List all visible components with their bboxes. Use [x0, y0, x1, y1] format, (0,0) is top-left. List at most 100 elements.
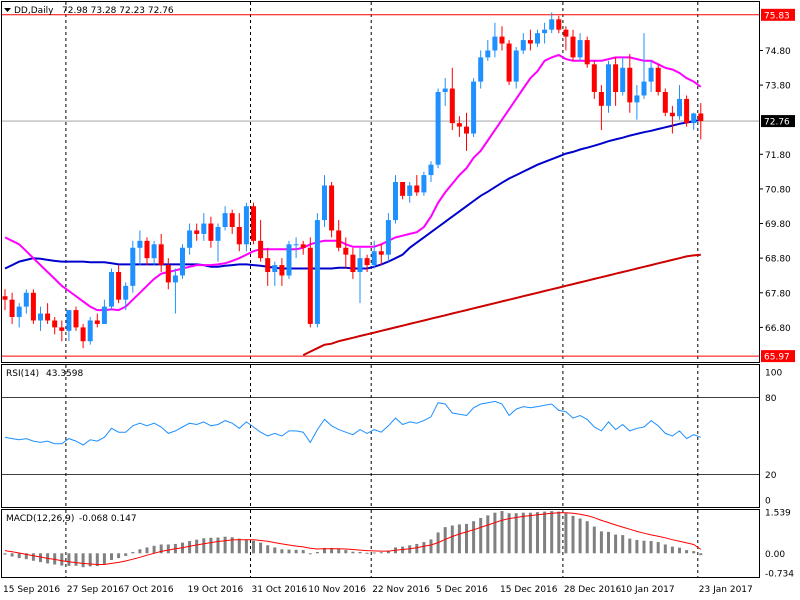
- candle-body: [620, 67, 626, 92]
- candle-body: [215, 227, 221, 241]
- macd-bar: [39, 553, 42, 563]
- candle-body: [66, 310, 72, 331]
- candle-body: [336, 230, 342, 248]
- macd-bar: [514, 513, 518, 554]
- candle-body: [513, 50, 519, 82]
- macd-bar: [223, 536, 227, 554]
- candle-body: [407, 185, 413, 196]
- candle-body: [187, 230, 193, 248]
- y-tick-label: 71.80: [765, 151, 791, 161]
- x-tick-label: 7 Oct 2016: [124, 585, 174, 595]
- candle-body: [684, 98, 690, 124]
- price-tag-label: 75.83: [764, 11, 790, 21]
- candle-body: [442, 88, 448, 92]
- macd-bar: [564, 513, 568, 554]
- price-tag-box: [761, 8, 795, 21]
- rsi-value: 43.3598: [46, 369, 83, 379]
- candle-body: [414, 185, 420, 193]
- candle-body: [194, 230, 200, 234]
- macd-bar: [443, 527, 447, 554]
- macd-bar: [479, 518, 483, 554]
- candle-body: [236, 227, 242, 245]
- macd-bar: [528, 512, 532, 554]
- macd-bar: [252, 540, 255, 554]
- rsi-tick-label: 0: [765, 497, 771, 507]
- candle-body: [329, 185, 335, 231]
- candle-body: [449, 88, 455, 124]
- macd-bar: [663, 544, 667, 554]
- x-tick-label: 23 Jan 2017: [699, 585, 753, 595]
- macd-bar: [571, 515, 575, 554]
- candle-body: [286, 244, 292, 276]
- macd-bar: [642, 540, 646, 554]
- candle-body: [655, 67, 661, 92]
- candle-body: [314, 220, 320, 324]
- macd-bar: [294, 549, 298, 554]
- candle-body: [378, 251, 384, 255]
- candle-body: [428, 164, 434, 176]
- y-tick-label: 67.80: [765, 289, 791, 299]
- macd-bar: [95, 553, 99, 567]
- candle-body: [45, 313, 51, 321]
- candle-body: [9, 299, 15, 317]
- candle-body: [222, 213, 228, 227]
- macd-bar: [237, 538, 241, 554]
- candle-body: [180, 247, 185, 276]
- macd-bar: [280, 549, 284, 554]
- price-panel-frame: [1, 1, 760, 363]
- macd-bar: [145, 547, 149, 554]
- macd-bar: [117, 553, 121, 559]
- rsi-line: [4, 400, 701, 446]
- macd-bar: [266, 545, 270, 554]
- macd-bar: [543, 511, 547, 554]
- x-tick-label: 22 Nov 2016: [372, 585, 430, 595]
- candle-body: [229, 213, 235, 227]
- candle-body: [613, 64, 619, 92]
- macd-tick-label: 0.00: [765, 550, 785, 560]
- macd-bar: [124, 553, 128, 556]
- candle-body: [492, 36, 498, 51]
- candle-body: [662, 92, 668, 113]
- rsi-name: RSI(14): [6, 369, 39, 379]
- macd-bar: [74, 553, 78, 566]
- macd-bar: [521, 512, 525, 554]
- macd-bar: [685, 550, 689, 554]
- x-tick-label: 31 Oct 2016: [252, 585, 308, 595]
- macd-name: MACD(12,26,9): [6, 514, 74, 524]
- x-tick-label: 27 Sep 2016: [67, 585, 124, 595]
- candle-body: [542, 29, 548, 34]
- macd-bar: [358, 551, 362, 554]
- macd-bar: [244, 539, 248, 554]
- candle-body: [343, 247, 349, 255]
- y-tick-label: 66.80: [765, 324, 791, 334]
- macd-bar: [308, 553, 312, 555]
- macd-bar: [635, 539, 639, 554]
- candles: [2, 12, 704, 349]
- macd-title: MACD(12,26,9) -0.068 0.147: [6, 514, 137, 524]
- ohlc-text: 72.98 73.28 72.23 72.76: [62, 6, 174, 16]
- candle-body: [52, 320, 58, 328]
- candle-body: [208, 223, 214, 241]
- dropdown-arrow-icon[interactable]: [4, 8, 11, 12]
- macd-bar: [386, 550, 390, 554]
- macd-bar: [60, 553, 64, 566]
- macd-signal-line: [4, 512, 702, 565]
- symbol-label: DD,Daily: [14, 6, 54, 16]
- rsi-tick-label: 80: [765, 394, 777, 404]
- macd-bar: [692, 551, 696, 554]
- macd-bar: [585, 521, 589, 554]
- macd-bar: [422, 542, 426, 554]
- macd-bar: [656, 542, 660, 554]
- candle-body: [144, 240, 150, 259]
- macd-bar: [195, 539, 199, 554]
- candle-body: [535, 33, 540, 44]
- candle-body: [151, 244, 157, 259]
- x-tick-label: 10 Jan 2017: [621, 585, 675, 595]
- y-tick-label: 68.80: [765, 255, 791, 265]
- macd-tick-label: 1.539: [765, 509, 791, 519]
- candle-body: [485, 50, 491, 58]
- rsi-levels: [2, 397, 759, 475]
- candle-body: [165, 265, 171, 283]
- candle-body: [258, 240, 264, 259]
- macd-plot: [3, 511, 703, 568]
